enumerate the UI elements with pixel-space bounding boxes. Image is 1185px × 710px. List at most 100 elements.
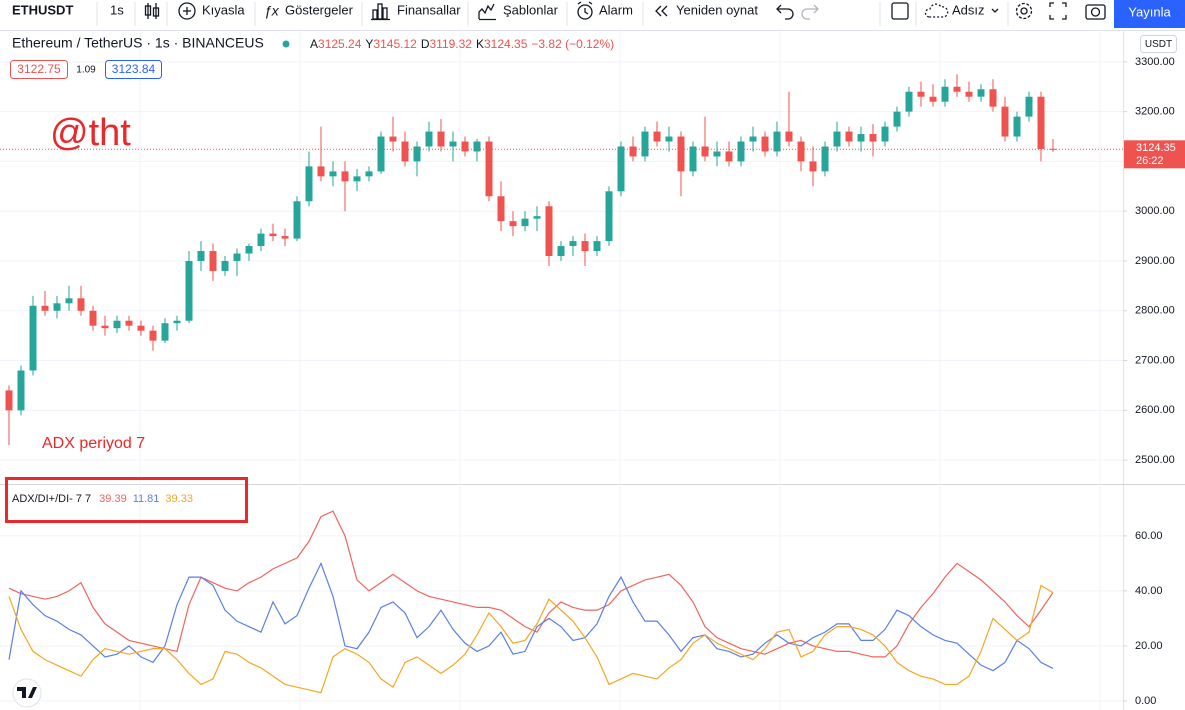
watermark-annotation: @tht: [50, 112, 131, 154]
candle-body: [341, 171, 349, 182]
indicator-line: [8, 510, 1054, 658]
candle-body: [1001, 106, 1009, 137]
redo-icon[interactable]: [801, 4, 819, 20]
currency[interactable]: USDT: [1145, 39, 1172, 50]
candle-body: [725, 151, 733, 162]
replay-icon[interactable]: [655, 5, 668, 17]
candle-body: [665, 136, 673, 142]
di-minus-value: 39.33: [165, 493, 193, 505]
candle-body: [137, 325, 145, 331]
candle-body: [149, 330, 157, 341]
publish-button-bg[interactable]: [1114, 0, 1185, 28]
settings-icon[interactable]: [1015, 2, 1033, 20]
candle-body: [185, 260, 193, 321]
candle-body: [989, 89, 997, 107]
last-price-box: [1124, 140, 1185, 169]
candle-body: [821, 146, 829, 172]
caret-icon[interactable]: [991, 8, 999, 13]
candle-body: [1037, 96, 1045, 149]
close-value: 3124.35: [484, 37, 528, 51]
cloud-icon[interactable]: [924, 3, 949, 18]
candle-body: [89, 310, 97, 326]
y-tick-label: 60.00: [1135, 530, 1163, 542]
indicators-button[interactable]: Göstergeler: [285, 2, 354, 17]
indicators-icon[interactable]: ƒx: [264, 3, 280, 19]
templates-button[interactable]: Şablonlar: [503, 2, 559, 17]
candle-body: [557, 246, 565, 257]
low-value: 3119.32: [429, 37, 472, 51]
candle-body: [713, 151, 721, 157]
y-tick-label: 2900.00: [1135, 255, 1175, 267]
candle-body: [905, 91, 913, 112]
candle-body: [413, 146, 421, 162]
chart-style-icon[interactable]: [144, 3, 160, 19]
candle-body: [5, 390, 13, 411]
candle-body: [1013, 116, 1021, 137]
candle-body: [653, 131, 661, 142]
candle-body: [749, 136, 757, 142]
candle-body: [425, 131, 433, 147]
compare-icon[interactable]: [178, 2, 196, 20]
candle-body: [221, 260, 229, 271]
candle-body: [785, 131, 793, 142]
y-tick-label: 2500.00: [1135, 454, 1175, 466]
candle-body: [773, 131, 781, 152]
candle-body: [869, 134, 877, 142]
bid-price[interactable]: 3122.75: [17, 62, 61, 76]
candle-body: [737, 141, 745, 162]
alarm-icon[interactable]: [577, 1, 593, 20]
candle-body: [281, 236, 289, 239]
ohlc-label: K: [476, 37, 484, 51]
countdown-label: 26:22: [1136, 155, 1164, 167]
ask-box[interactable]: [105, 60, 162, 79]
interval-button[interactable]: 1s: [110, 2, 124, 17]
candle-body: [17, 370, 25, 411]
layout-name-button[interactable]: Adsız: [952, 2, 985, 17]
adx-value: 39.39: [99, 493, 127, 505]
candle-body: [305, 166, 313, 202]
currency-box[interactable]: [1140, 35, 1177, 53]
candle-body: [689, 146, 697, 172]
y-tick-label: 2700.00: [1135, 354, 1175, 366]
snapshot-icon[interactable]: [1085, 4, 1106, 20]
symbol-button[interactable]: ETHUSDT: [12, 2, 73, 17]
candle-body: [485, 141, 493, 197]
y-tick-label: 3200.00: [1135, 106, 1175, 118]
vertical-grid: [139, 31, 1101, 710]
indicator-name: ADX/DI+/DI- 7 7: [12, 493, 91, 505]
bid-box[interactable]: [10, 60, 68, 79]
layout-icon[interactable]: [891, 2, 909, 20]
ohlc-legend: A3125.24 Y3145.12 D3119.32 K3124.35 −3.82 (−…: [310, 37, 614, 51]
candle-body: [125, 320, 133, 326]
candle-body: [569, 241, 577, 247]
candle-body: [605, 191, 613, 242]
last-price-label: 3124.35: [1136, 142, 1176, 154]
publish-button[interactable]: Yayınla: [1128, 4, 1171, 19]
ohlc-label: Y: [365, 37, 373, 51]
templates-icon[interactable]: [478, 3, 496, 21]
replay-button[interactable]: Yeniden oynat: [676, 2, 758, 17]
y-tick-label: 3300.00: [1135, 56, 1175, 68]
candle-body: [173, 320, 181, 324]
candle-body: [377, 136, 385, 172]
candle-body: [701, 146, 709, 157]
financials-button[interactable]: Finansallar: [397, 2, 461, 17]
financials-icon[interactable]: [371, 3, 390, 21]
highlight-box: [5, 477, 248, 523]
candle-body: [929, 96, 937, 102]
change-value: −3.82 (−0.12%): [531, 37, 614, 51]
alarm-button[interactable]: Alarm: [599, 2, 633, 17]
candle-body: [29, 305, 37, 371]
candle-body: [329, 171, 337, 177]
undo-icon[interactable]: [776, 4, 794, 20]
fullscreen-icon[interactable]: [1049, 2, 1067, 20]
y-tick-label: 20.00: [1135, 640, 1163, 652]
candle-body: [917, 91, 925, 97]
ask-price[interactable]: 3123.84: [112, 62, 156, 76]
candle-body: [761, 136, 769, 152]
market-status-dot: [282, 40, 290, 48]
candle-body: [581, 241, 589, 252]
compare-button[interactable]: Kıyasla: [202, 2, 245, 17]
candle-body: [353, 176, 361, 182]
